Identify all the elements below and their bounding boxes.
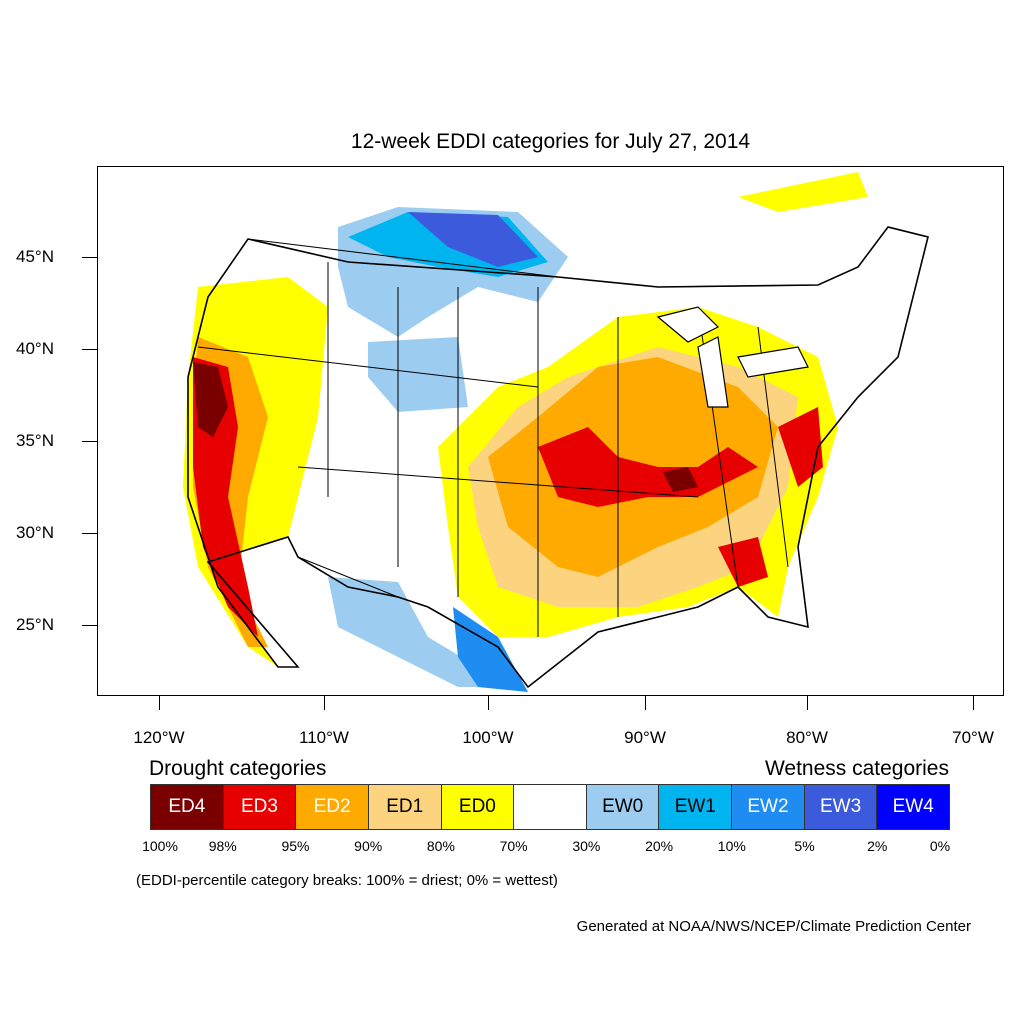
drought-central-ed4 — [663, 467, 698, 492]
lon-tick — [645, 696, 646, 710]
percentile-break-label: 90% — [354, 838, 383, 854]
great-lakes — [656, 306, 809, 408]
drought-central-ed3 — [538, 427, 758, 507]
lon-tick — [324, 696, 325, 710]
legend-box-ew2: EW2 — [732, 785, 805, 829]
drought-west-ed4 — [193, 362, 228, 437]
lat-tick — [82, 625, 97, 626]
percentile-break-label: 0% — [929, 838, 951, 854]
lon-tick — [488, 696, 489, 710]
legend-box-ed1: ED1 — [368, 785, 442, 829]
lat-label-30n: 30°N — [16, 523, 54, 542]
map-title: 12-week EDDI categories for July 27, 201… — [350, 130, 751, 153]
lon-label-80w: 80°W — [786, 728, 828, 747]
drought-georgia-ed3 — [718, 537, 768, 587]
eddi-map — [183, 172, 929, 692]
percentile-break-label: 10% — [717, 838, 746, 854]
lon-label-100w: 100°W — [462, 728, 514, 747]
lon-tick — [973, 696, 974, 710]
lat-label-40n: 40°N — [16, 339, 54, 358]
legend-box-ew0: EW0 — [586, 785, 660, 829]
credit-line: Generated at NOAA/NWS/NCEP/Climate Predi… — [576, 918, 971, 935]
wet-region-colorado — [368, 337, 468, 412]
lat-label-25n: 25°N — [16, 615, 54, 634]
legend-box-ew3: EW3 — [804, 785, 878, 829]
wet-region-southwest — [328, 577, 518, 687]
conus-outline — [187, 226, 929, 689]
lat-tick — [82, 257, 97, 258]
lat-tick — [82, 533, 97, 534]
map-area — [97, 166, 1004, 696]
lat-tick — [82, 349, 97, 350]
lon-label-90w: 90°W — [624, 728, 666, 747]
percentile-break-label: 30% — [572, 838, 601, 854]
percentile-break-label: 80% — [426, 838, 455, 854]
lon-label-110w: 110°W — [299, 728, 349, 747]
legend-box-ed4: ED4 — [151, 785, 224, 829]
percentile-break-label: 2% — [867, 838, 888, 854]
legend-box-ew4: EW4 — [877, 785, 950, 829]
percentile-break-label: 100% — [142, 838, 178, 854]
percentile-break-label: 70% — [499, 838, 528, 854]
legend-box-ed2: ED2 — [296, 785, 369, 829]
category-breaks-note: (EDDI-percentile category breaks: 100% =… — [136, 872, 558, 889]
lon-tick — [159, 696, 160, 710]
wet-region-texas — [453, 607, 528, 692]
drought-virginia-ed3 — [778, 407, 823, 487]
lon-label-120w: 120°W — [133, 728, 185, 747]
canada-ed0-patch — [738, 172, 868, 212]
lat-label-45n: 45°N — [16, 247, 54, 266]
category-legend: ED4 ED3 ED2 ED1 ED0 EW0 EW1 EW2 EW3 EW4 — [150, 784, 950, 830]
legend-box-ed0: ED0 — [441, 785, 515, 829]
wet-region-north-deep — [408, 212, 538, 267]
legend-box-ew1: EW1 — [659, 785, 733, 829]
percentile-break-label: 95% — [281, 838, 310, 854]
lon-label-70w: 70°W — [952, 728, 994, 747]
percentile-break-label: 5% — [794, 838, 815, 854]
lat-label-35n: 35°N — [16, 431, 54, 450]
legend-box-ed3: ED3 — [223, 785, 297, 829]
percentile-break-label: 20% — [645, 838, 674, 854]
drought-categories-heading: Drought categories — [149, 757, 327, 780]
lat-tick — [82, 441, 97, 442]
percentile-break-label: 98% — [208, 838, 237, 854]
wetness-categories-heading: Wetness categories — [764, 757, 949, 780]
legend-box-normal — [514, 785, 587, 829]
lon-tick — [807, 696, 808, 710]
